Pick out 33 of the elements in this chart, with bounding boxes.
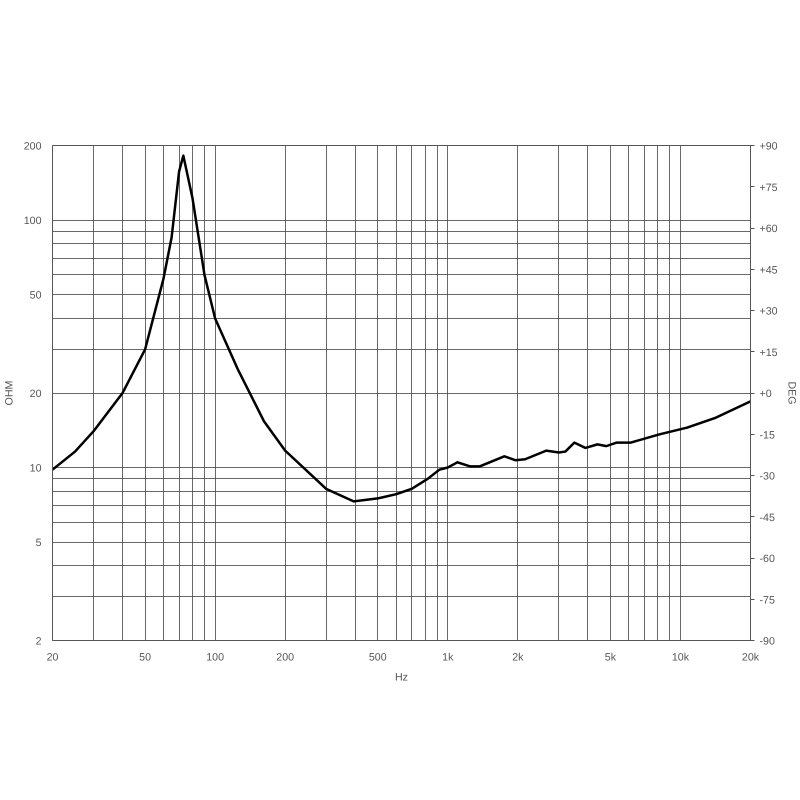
x-tick-label: 2k: [512, 652, 524, 664]
x-tick-label: 20: [46, 652, 58, 664]
y-axis-title: OHM: [4, 380, 16, 406]
x-tick-label: 5k: [604, 652, 617, 664]
y2-tick-label: +45: [760, 264, 778, 276]
y2-tick-label: -60: [760, 553, 775, 565]
x-axis-title: Hz: [394, 672, 408, 684]
x-tick-label: 200: [276, 652, 294, 664]
y-tick-label: 50: [30, 290, 42, 302]
y2-tick-label: +30: [760, 306, 778, 318]
x-tick-label: 100: [206, 652, 224, 664]
x-tick-label: 10k: [672, 652, 690, 664]
x-tick-label: 20k: [742, 652, 760, 664]
y2-tick-label: -15: [760, 429, 775, 442]
y-tick-label: 5: [36, 537, 42, 550]
y2-tick-label: +90: [760, 140, 778, 152]
y-tick-label: 2: [36, 636, 42, 648]
y2-axis-title: DEG: [786, 381, 798, 405]
y2-tick-label: -30: [760, 470, 775, 482]
y2-tick-label: -75: [760, 594, 775, 606]
y2-tick-label: -90: [760, 636, 775, 648]
x-tick-label: 1k: [442, 652, 454, 664]
y2-tick-label: -45: [760, 512, 775, 524]
y-tick-label: 100: [24, 215, 42, 228]
y2-tick-label: +60: [760, 223, 778, 235]
y-tick-label: 200: [24, 140, 42, 152]
y-tick-label: 10: [30, 462, 42, 475]
y2-tick-label: +0: [760, 388, 772, 400]
x-tick-label: 500: [368, 652, 387, 664]
x-tick-label: 50: [139, 652, 152, 664]
y2-tick-label: +15: [760, 346, 778, 359]
y-tick-label: 20: [30, 388, 42, 400]
y2-tick-label: +75: [760, 182, 778, 194]
